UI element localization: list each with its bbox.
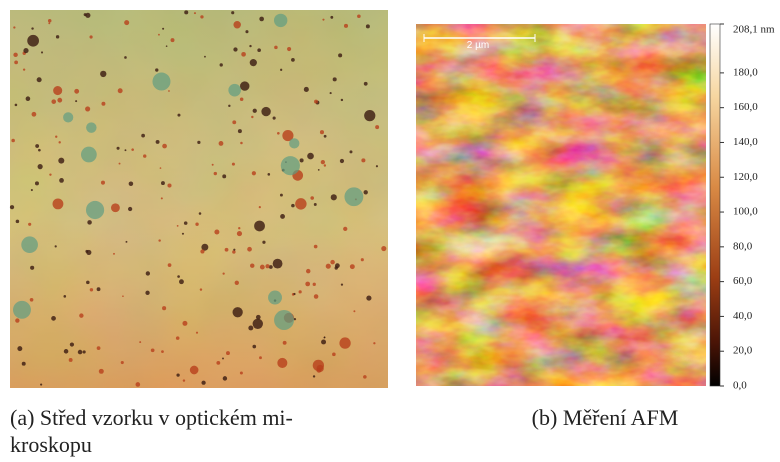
colorbar-tick-label: 60,0 xyxy=(733,275,753,287)
figure: 2 µm 208,1 nm 180,0 160,0 140,0 120,0 100,0 80… xyxy=(0,0,780,462)
caption-a: (a) Střed vzorku v optickém mi- xyxy=(10,405,293,430)
caption-b: (b) Měření AFM xyxy=(532,405,679,430)
colorbar-tick-label: 40,0 xyxy=(733,310,753,322)
optical-image xyxy=(10,10,388,388)
colorbar xyxy=(710,24,720,386)
caption-a: kroskopu xyxy=(10,432,92,457)
colorbar-tick-label: 100,0 xyxy=(733,206,758,218)
afm-image: 2 µm xyxy=(416,24,706,386)
colorbar-tick-label: 120,0 xyxy=(733,171,758,183)
scale-bar-label: 2 µm xyxy=(467,40,489,51)
colorbar-tick-label: 80,0 xyxy=(733,240,753,252)
colorbar-tick-label: 140,0 xyxy=(733,136,758,148)
colorbar-tick-label: 180,0 xyxy=(733,66,758,78)
colorbar-tick-label: 208,1 nm xyxy=(733,24,775,36)
colorbar-tick-label: 20,0 xyxy=(733,345,753,357)
colorbar-tick-label: 160,0 xyxy=(733,101,758,113)
colorbar-tick-label: 0,0 xyxy=(733,380,747,392)
